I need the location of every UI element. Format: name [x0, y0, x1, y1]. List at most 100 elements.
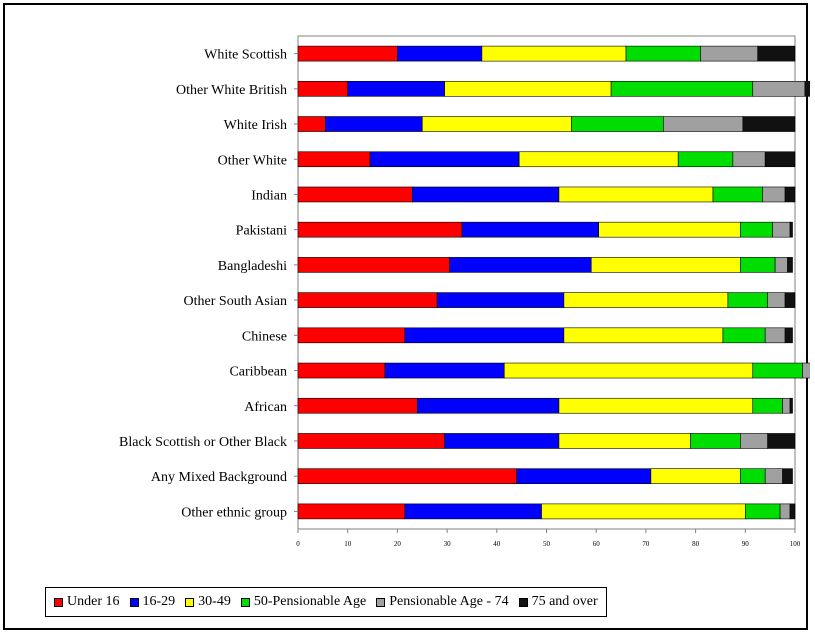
legend-label: 75 and over	[531, 594, 598, 609]
bar-segment-11-1	[297, 397, 418, 414]
bar-segment-8-1	[297, 292, 438, 308]
x-tick-label: 0	[296, 540, 300, 548]
bar-segment-1-1	[297, 45, 398, 62]
bar-segment-12-5	[740, 433, 768, 449]
bar-segment-4-3	[518, 151, 679, 168]
bar-segment-14-3	[541, 503, 746, 520]
chart-frame: White Scottish Other White British White I…	[3, 3, 810, 630]
bar-segment-7-5	[774, 257, 788, 273]
bar-segment-12-6	[767, 433, 796, 449]
bar-segment-5-1	[297, 186, 413, 203]
x-tick-label: 60	[593, 540, 601, 548]
bar-segment-13-3	[650, 468, 741, 484]
bar-segment-12-4	[690, 433, 741, 449]
bar-segment-14-5	[779, 503, 791, 520]
legend-item: Under 16	[54, 594, 120, 610]
category-label: Indian	[251, 188, 287, 203]
bar-segment-7-2	[449, 257, 592, 273]
bar-segment-2-6	[804, 81, 810, 97]
bar-segment-2-2	[347, 81, 445, 97]
bar-segment-3-4	[571, 116, 664, 132]
bar-segment-13-4	[740, 468, 766, 484]
bar-segment-8-5	[767, 292, 786, 308]
bar-segment-9-1	[297, 327, 406, 344]
bar-segment-8-3	[563, 292, 729, 308]
bar-segment-6-4	[740, 221, 773, 238]
category-label: Any Mixed Background	[151, 470, 287, 485]
legend-label: Pensionable Age - 74	[389, 594, 509, 609]
legend-swatch	[518, 597, 528, 607]
legend-swatch	[129, 597, 139, 607]
bar-segment-11-6	[789, 397, 793, 414]
legend-label: Under 16	[67, 594, 120, 609]
legend-swatch	[240, 597, 250, 607]
bar-segment-7-4	[740, 257, 776, 273]
bar-segment-7-3	[590, 257, 741, 273]
bar-segment-9-6	[784, 327, 793, 344]
category-label: Other South Asian	[184, 294, 287, 309]
bar-segment-5-5	[762, 186, 786, 203]
bar-segment-4-5	[732, 151, 766, 168]
bar-segment-9-4	[722, 327, 766, 344]
category-label: Other White	[218, 153, 287, 168]
bar-segment-5-3	[558, 186, 714, 203]
bar-segment-10-3	[503, 362, 754, 379]
bar-segment-1-4	[625, 45, 701, 62]
plot-area	[297, 35, 796, 530]
x-tick-label: 80	[692, 540, 700, 548]
bar-segment-4-4	[677, 151, 734, 168]
bar-segment-9-2	[404, 327, 565, 344]
x-tick-label: 20	[394, 540, 402, 548]
legend-item: 16-29	[129, 594, 175, 610]
bar-segment-5-6	[784, 186, 796, 203]
bar-segment-13-5	[764, 468, 783, 484]
legend: Under 16 16-29 30-49 50-Pensionable Age Pens…	[45, 587, 607, 617]
bar-segment-8-2	[436, 292, 565, 308]
legend-item: 50-Pensionable Age	[240, 594, 366, 610]
bar-segment-6-2	[461, 221, 599, 238]
bar-segment-10-1	[297, 362, 386, 379]
category-label: Other ethnic group	[181, 505, 287, 520]
category-label: Bangladeshi	[218, 259, 287, 274]
bar-segment-12-1	[297, 433, 445, 449]
bar-segment-8-6	[784, 292, 796, 308]
bar-segment-14-1	[297, 503, 406, 520]
bar-segment-11-3	[558, 397, 754, 414]
bar-segment-1-6	[757, 45, 796, 62]
bar-segment-4-1	[297, 151, 371, 168]
bar-segment-2-4	[610, 81, 754, 97]
bar-segment-11-5	[782, 397, 791, 414]
legend-item: 30-49	[185, 594, 231, 610]
legend-item: 75 and over	[518, 594, 598, 610]
bar-segment-10-2	[384, 362, 505, 379]
x-tick-label: 70	[642, 540, 650, 548]
bar-segment-9-3	[563, 327, 724, 344]
legend-swatch	[376, 597, 386, 607]
bar-segment-12-3	[558, 433, 691, 449]
category-label: Other White British	[176, 83, 287, 98]
x-tick-label: 10	[344, 540, 352, 548]
stacked-bar-chart: White Scottish Other White British White I…	[119, 35, 810, 548]
category-label: White Scottish	[204, 48, 287, 63]
bar-segment-14-6	[789, 503, 796, 520]
bar-segment-5-2	[412, 186, 560, 203]
bar-segment-3-3	[421, 116, 572, 132]
bar-segment-1-5	[700, 45, 759, 62]
legend-swatch	[185, 597, 195, 607]
bar-segment-3-2	[325, 116, 423, 132]
bar-segment-2-1	[297, 81, 349, 97]
legend-swatch	[54, 597, 63, 607]
bar-segment-3-1	[297, 116, 326, 132]
category-label: Black Scottish or Other Black	[119, 435, 287, 450]
category-label: Caribbean	[229, 365, 287, 380]
bar-segment-6-3	[598, 221, 741, 238]
x-tick-label: 40	[493, 540, 501, 548]
bar-segment-3-6	[742, 116, 796, 132]
category-label: Chinese	[242, 329, 287, 344]
bar-segment-6-1	[297, 221, 463, 238]
bar-segment-8-4	[727, 292, 768, 308]
bar-segment-1-2	[397, 45, 483, 62]
bar-segment-12-2	[444, 433, 560, 449]
bar-segment-14-4	[744, 503, 781, 520]
bar-segment-2-5	[752, 81, 806, 97]
